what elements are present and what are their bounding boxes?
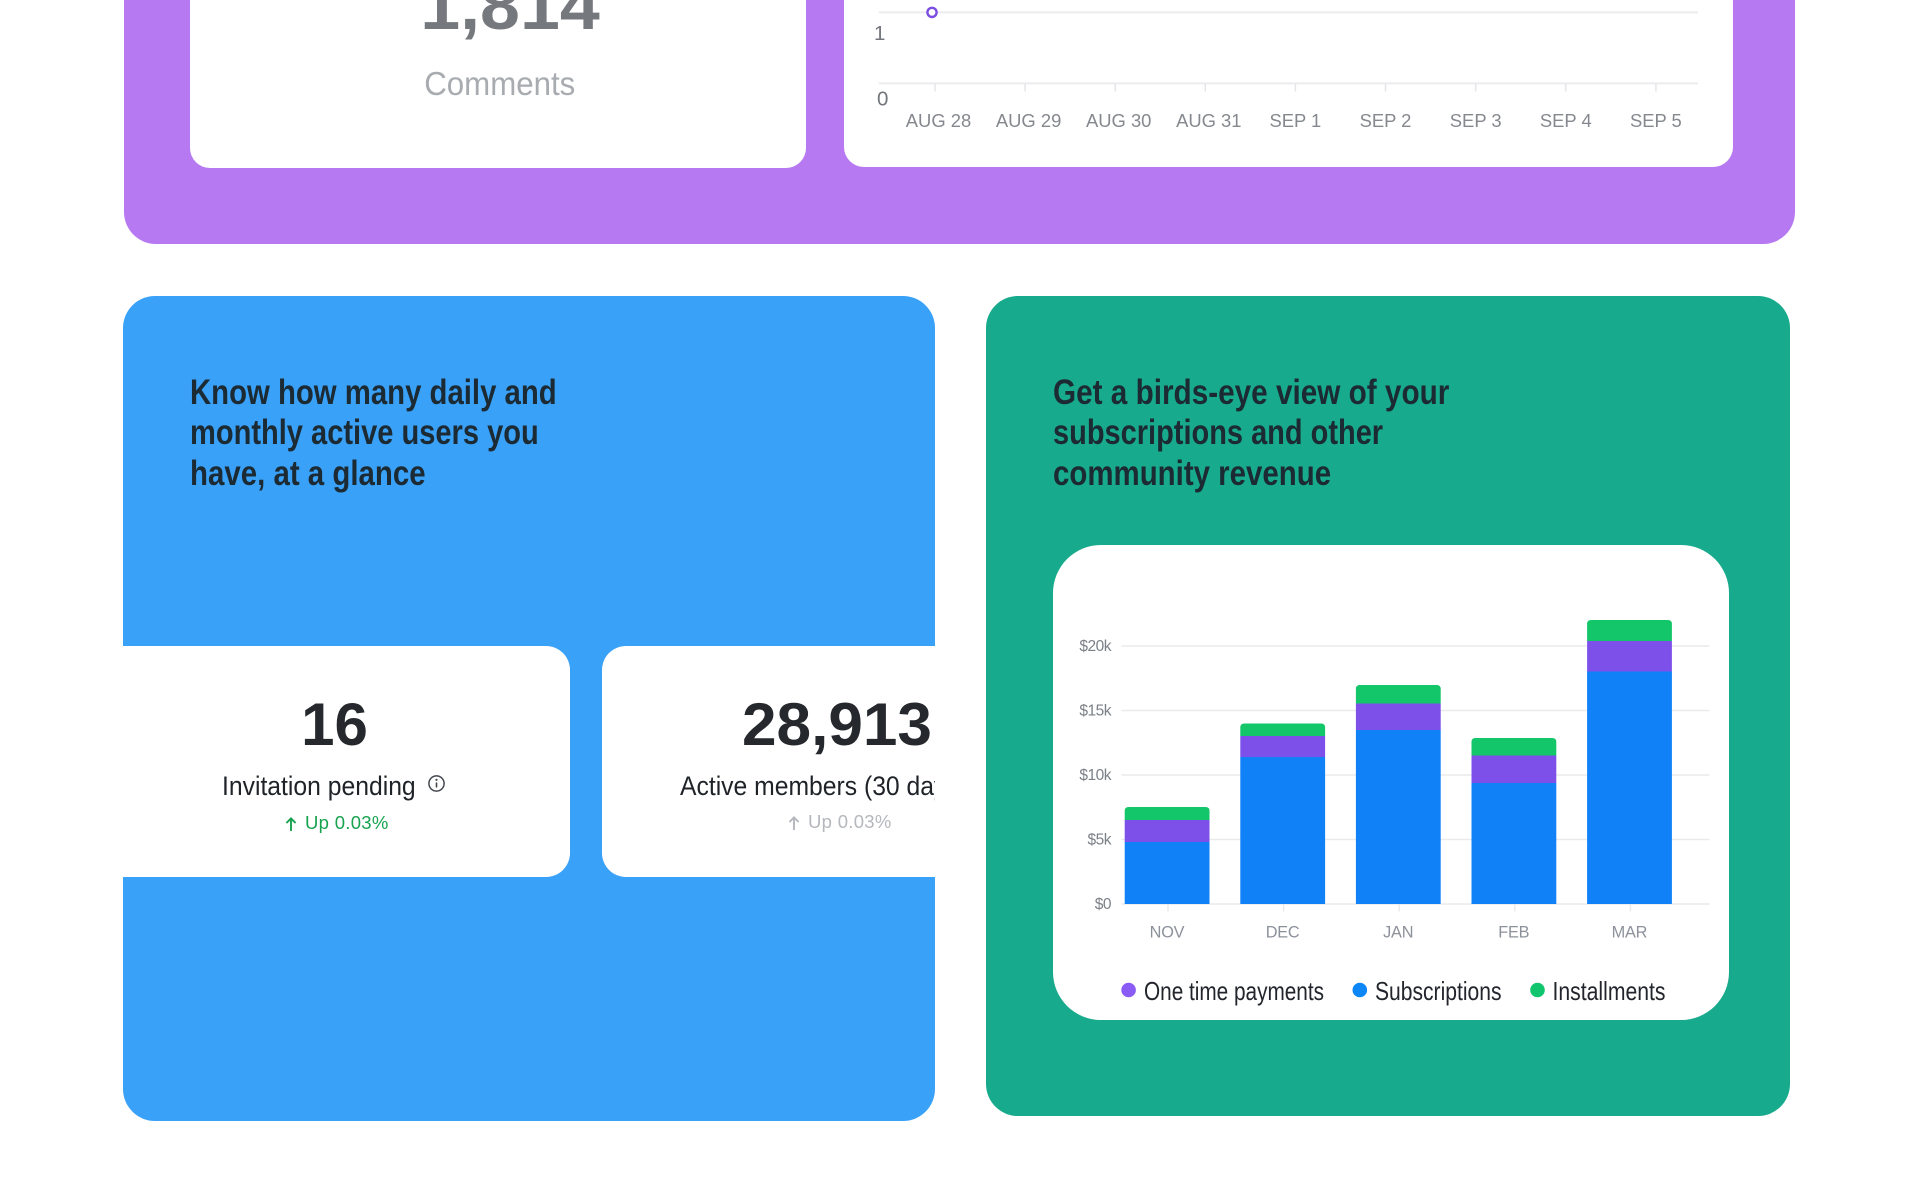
svg-text:$10k: $10k [1079, 767, 1111, 784]
svg-text:JAN: JAN [1383, 924, 1413, 942]
svg-text:AUG 29: AUG 29 [996, 110, 1061, 131]
svg-text:AUG 31: AUG 31 [1176, 110, 1241, 131]
svg-text:0: 0 [877, 88, 888, 111]
svg-text:$5k: $5k [1088, 832, 1112, 849]
svg-text:SEP 2: SEP 2 [1360, 110, 1412, 131]
svg-text:Subscriptions: Subscriptions [1375, 978, 1502, 1007]
svg-text:SEP 4: SEP 4 [1540, 110, 1592, 131]
svg-text:SEP 3: SEP 3 [1450, 110, 1502, 131]
svg-text:SEP 5: SEP 5 [1630, 110, 1682, 131]
svg-text:FEB: FEB [1498, 924, 1529, 942]
svg-text:1: 1 [874, 22, 885, 45]
svg-text:$20k: $20k [1079, 638, 1111, 655]
svg-text:AUG 28: AUG 28 [906, 110, 971, 131]
svg-text:AUG 30: AUG 30 [1086, 110, 1151, 131]
svg-text:DEC: DEC [1266, 924, 1300, 942]
svg-text:Installments: Installments [1553, 978, 1666, 1007]
svg-text:NOV: NOV [1150, 924, 1185, 942]
svg-text:MAR: MAR [1612, 924, 1648, 942]
svg-text:$15k: $15k [1079, 703, 1111, 720]
svg-text:One time payments: One time payments [1144, 977, 1324, 1006]
svg-text:$0: $0 [1095, 896, 1112, 913]
svg-text:SEP 1: SEP 1 [1269, 110, 1321, 131]
